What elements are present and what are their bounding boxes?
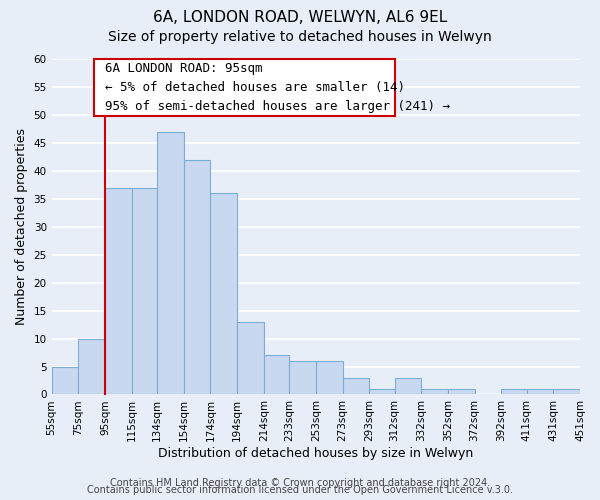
Text: 6A, LONDON ROAD, WELWYN, AL6 9EL: 6A, LONDON ROAD, WELWYN, AL6 9EL [153,10,447,25]
Bar [316,361,343,394]
Bar [237,322,264,394]
Bar [343,378,369,394]
Bar [157,132,184,394]
Text: Contains HM Land Registry data © Crown copyright and database right 2024.: Contains HM Land Registry data © Crown c… [110,478,490,488]
Bar [395,378,421,394]
Text: Size of property relative to detached houses in Welwyn: Size of property relative to detached ho… [108,30,492,44]
Bar [527,389,553,394]
Text: 95% of semi-detached houses are larger (241) →: 95% of semi-detached houses are larger (… [104,100,449,114]
Bar [211,193,237,394]
Text: 6A LONDON ROAD: 95sqm: 6A LONDON ROAD: 95sqm [104,62,262,76]
Bar [184,160,211,394]
Bar [289,361,316,394]
Bar [501,389,527,394]
Bar [553,389,580,394]
Bar [132,188,157,394]
Text: ← 5% of detached houses are smaller (14): ← 5% of detached houses are smaller (14) [104,82,404,94]
Bar [52,366,79,394]
Text: Contains public sector information licensed under the Open Government Licence v.: Contains public sector information licen… [87,485,513,495]
FancyBboxPatch shape [94,59,395,116]
Bar [421,389,448,394]
Bar [264,356,289,395]
Bar [369,389,395,394]
Bar [105,188,132,394]
Bar [448,389,475,394]
X-axis label: Distribution of detached houses by size in Welwyn: Distribution of detached houses by size … [158,447,473,460]
Bar [79,338,105,394]
Y-axis label: Number of detached properties: Number of detached properties [15,128,28,325]
